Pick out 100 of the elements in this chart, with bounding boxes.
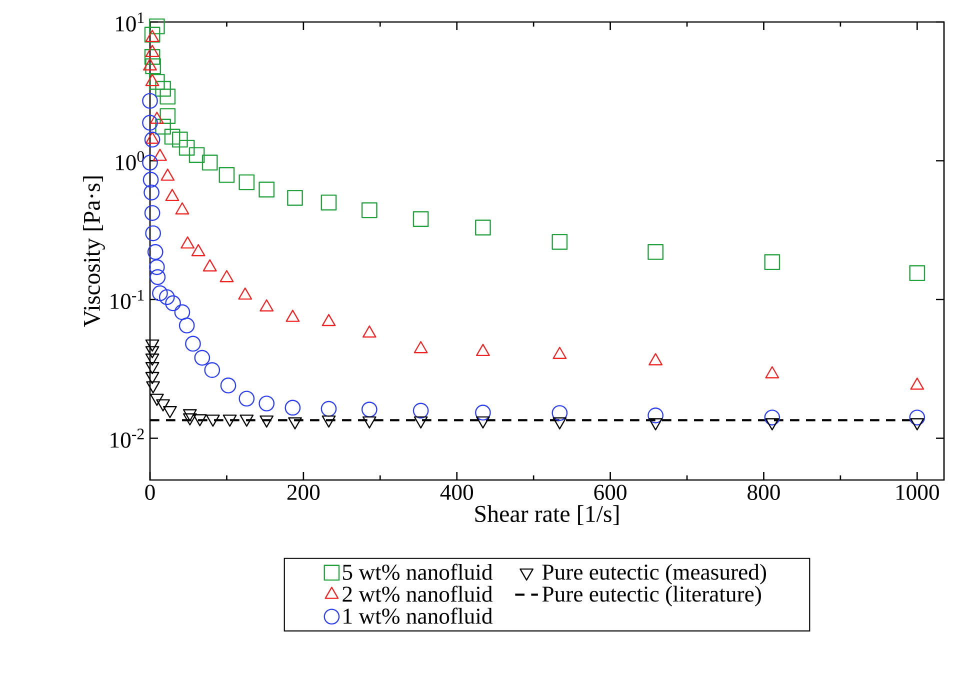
point xyxy=(152,285,168,302)
point xyxy=(476,416,490,429)
point xyxy=(475,404,491,421)
point xyxy=(145,225,162,242)
point xyxy=(163,406,177,418)
point xyxy=(145,30,160,42)
x-tick-label: 1000 xyxy=(896,484,939,500)
point xyxy=(284,400,301,416)
point xyxy=(172,132,188,148)
point xyxy=(160,88,176,105)
point xyxy=(188,147,205,163)
point xyxy=(288,417,302,430)
legend-label: 2 wt% nanofluid xyxy=(342,586,493,602)
point xyxy=(552,417,567,430)
point xyxy=(143,58,157,70)
point xyxy=(414,416,428,429)
point xyxy=(178,140,195,156)
point xyxy=(145,44,160,58)
point xyxy=(260,415,274,428)
x-tick-label: 800 xyxy=(748,484,780,500)
point xyxy=(155,118,171,135)
point xyxy=(412,211,429,227)
point xyxy=(204,362,220,378)
point xyxy=(146,381,160,394)
point xyxy=(648,408,664,424)
point xyxy=(182,413,197,426)
point xyxy=(320,400,337,417)
point xyxy=(145,74,160,86)
y-tick-label: 10$^{-2}$ xyxy=(110,428,144,448)
point xyxy=(148,74,165,90)
point xyxy=(220,378,236,394)
point xyxy=(178,318,195,334)
point xyxy=(142,154,158,171)
point xyxy=(144,49,160,65)
point xyxy=(910,418,924,430)
legend-label: Pure eutectic (literature) xyxy=(542,586,761,606)
point xyxy=(144,26,160,43)
legend-label: 5 wt% nanofluid xyxy=(343,564,493,580)
point xyxy=(148,18,165,34)
point xyxy=(258,182,275,198)
point xyxy=(145,372,160,384)
point xyxy=(765,418,780,430)
point xyxy=(909,265,926,282)
point xyxy=(238,174,255,190)
point xyxy=(185,336,201,352)
y-axis-title: Viscosity [Pa·s] xyxy=(83,176,105,328)
point xyxy=(142,92,158,109)
point xyxy=(238,390,255,407)
y-tick-label: 10$^{-1}$ xyxy=(110,290,144,310)
point xyxy=(142,114,158,131)
point xyxy=(258,396,275,412)
point xyxy=(192,414,207,426)
point xyxy=(194,350,210,366)
point xyxy=(412,402,429,419)
point xyxy=(222,414,237,427)
point xyxy=(145,346,160,358)
point xyxy=(362,416,376,429)
point xyxy=(142,172,159,188)
point xyxy=(165,295,181,312)
point xyxy=(145,362,160,374)
x-tick-label: 400 xyxy=(440,484,474,500)
y-tick-label: 10$^{1}$ xyxy=(116,12,144,32)
point xyxy=(160,108,176,124)
legend-label: 1 wt% nanofluid xyxy=(344,608,493,624)
legend-label: Pure eutectic (measured) xyxy=(542,564,766,584)
point xyxy=(148,259,165,276)
point xyxy=(764,254,780,270)
point xyxy=(287,190,303,206)
x-tick-label: 0 xyxy=(145,484,155,500)
point xyxy=(218,167,235,183)
point xyxy=(182,409,197,422)
point xyxy=(322,415,336,428)
point xyxy=(145,354,160,366)
point xyxy=(552,405,568,421)
point xyxy=(174,304,190,320)
point xyxy=(764,410,780,426)
x-axis-title: Shear rate [1/s] xyxy=(475,505,619,526)
point xyxy=(150,394,164,406)
point xyxy=(475,220,491,236)
point xyxy=(144,132,160,148)
point xyxy=(150,269,166,286)
point xyxy=(320,194,337,210)
point xyxy=(145,58,162,74)
point xyxy=(164,128,180,145)
point xyxy=(144,205,160,221)
point xyxy=(155,80,171,97)
x-tick-label: 600 xyxy=(594,484,626,500)
point xyxy=(158,289,175,306)
point xyxy=(909,410,926,426)
point xyxy=(648,418,663,430)
point xyxy=(552,234,568,250)
point xyxy=(206,414,220,427)
point xyxy=(156,399,170,412)
x-tick-label: 200 xyxy=(287,484,320,500)
point xyxy=(202,154,218,171)
point xyxy=(147,244,164,260)
point xyxy=(144,184,160,200)
point xyxy=(648,244,664,260)
point xyxy=(361,402,378,418)
point xyxy=(361,202,378,218)
